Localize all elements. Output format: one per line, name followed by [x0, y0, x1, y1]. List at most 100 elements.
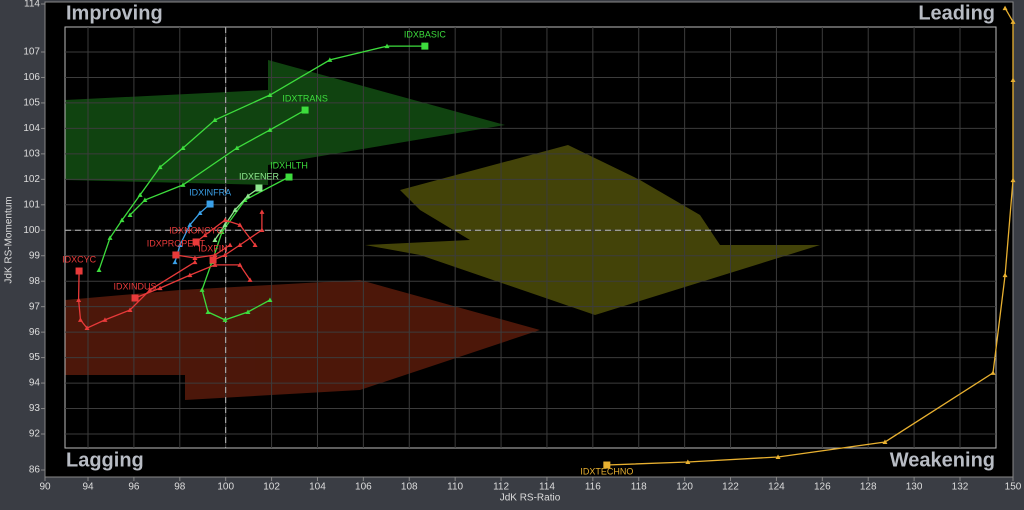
y-tick-label: 92	[29, 429, 41, 440]
x-tick-label: 124	[768, 482, 785, 493]
series-point	[84, 325, 90, 331]
series-point	[180, 182, 186, 187]
x-tick-label: 98	[174, 482, 186, 493]
series-point	[180, 145, 186, 151]
x-tick-label: 132	[952, 482, 969, 493]
series-point	[245, 309, 251, 315]
series-point	[222, 222, 228, 227]
series-point	[252, 242, 258, 248]
series-point	[267, 297, 273, 303]
series-point	[222, 217, 228, 223]
y-tick-label: 101	[23, 199, 40, 210]
series-point	[107, 235, 113, 240]
series-point	[127, 307, 133, 312]
quadrant-label: Weakening	[890, 449, 995, 471]
series-point	[177, 242, 183, 248]
x-tick-label: 118	[631, 482, 647, 493]
series-point	[119, 217, 125, 223]
x-tick-label: 104	[309, 482, 326, 493]
x-tick-label: 120	[676, 482, 693, 493]
series-point	[187, 272, 193, 278]
series-label: IDXTRANS	[282, 93, 328, 103]
series-point	[187, 222, 193, 227]
quadrant-label: Improving	[66, 2, 163, 24]
series-point	[142, 197, 148, 202]
series-line	[175, 244, 231, 259]
x-tick-label: 114	[539, 482, 555, 493]
series-point	[199, 287, 205, 292]
series-point	[172, 259, 178, 265]
series-point	[212, 117, 218, 122]
series-head	[172, 251, 180, 259]
quadrant-label: Lagging	[66, 449, 144, 471]
series-point	[197, 210, 203, 215]
series-line	[606, 7, 1014, 466]
series-label: IDXINDUS	[114, 281, 157, 291]
y-tick-label: 105	[23, 98, 40, 109]
series-point	[147, 287, 153, 292]
y-tick-label: 104	[23, 123, 40, 134]
x-tick-label: 126	[814, 482, 831, 493]
x-tick-label: 96	[128, 482, 140, 493]
series-point	[157, 164, 163, 170]
series-point	[237, 222, 243, 227]
series-point	[775, 454, 781, 459]
x-tick-label: 100	[217, 482, 234, 493]
y-tick-label: 100	[23, 225, 40, 236]
series-head	[421, 42, 429, 50]
series-head	[75, 267, 83, 275]
x-tick-label: 116	[585, 482, 601, 493]
x-tick-label: 112	[493, 482, 509, 493]
series-label: IDXENER	[239, 171, 280, 181]
series-label: IDXNONCYC	[169, 225, 224, 235]
series-point	[137, 192, 143, 197]
series-point	[102, 317, 108, 322]
series-point	[76, 297, 82, 303]
series-point	[227, 242, 233, 248]
series-head	[209, 256, 217, 264]
series-point	[247, 277, 253, 282]
series-line	[129, 109, 306, 216]
series-point	[96, 267, 102, 272]
series-point	[1010, 177, 1016, 183]
x-tick-label: 106	[355, 482, 372, 493]
series-label: IDXBASIC	[404, 29, 447, 39]
series-head	[255, 184, 263, 192]
series-point	[212, 262, 218, 267]
series-point	[990, 370, 996, 375]
series-point	[327, 57, 333, 62]
series-label: IDXPROPERT	[147, 238, 206, 248]
series-head	[206, 200, 214, 208]
y-tick-label: 97	[29, 301, 41, 312]
series-head	[131, 294, 139, 302]
y-tick-label: 95	[29, 352, 41, 363]
x-tick-label: 94	[82, 482, 94, 493]
series-point	[259, 209, 265, 214]
x-tick-label: 130	[906, 482, 923, 493]
x-tick-label: 128	[860, 482, 877, 493]
series-point	[259, 227, 265, 233]
y-tick-label: 102	[23, 174, 40, 185]
series-point	[157, 285, 163, 291]
x-tick-label: 102	[263, 482, 280, 493]
series-point	[882, 439, 888, 444]
x-tick-label: 110	[447, 482, 463, 493]
series-label: IDXFIN	[198, 243, 228, 253]
series-point	[685, 459, 691, 465]
series-label: IDXTECHNO	[580, 466, 633, 476]
x-tick-label: 90	[39, 482, 51, 493]
series-point	[205, 309, 211, 315]
series-point	[1002, 272, 1008, 278]
series-point	[237, 242, 243, 248]
series-point	[192, 255, 198, 261]
y-tick-label: 86	[29, 465, 41, 476]
x-axis-title: JdK RS-Ratio	[500, 493, 561, 504]
series-point	[222, 317, 228, 322]
y-tick-label: 114	[24, 0, 40, 10]
arrow-lagging	[65, 280, 540, 400]
x-tick-label: 150	[1005, 482, 1022, 493]
series-head	[603, 461, 611, 469]
series-point	[192, 259, 198, 265]
series-head	[192, 238, 200, 246]
